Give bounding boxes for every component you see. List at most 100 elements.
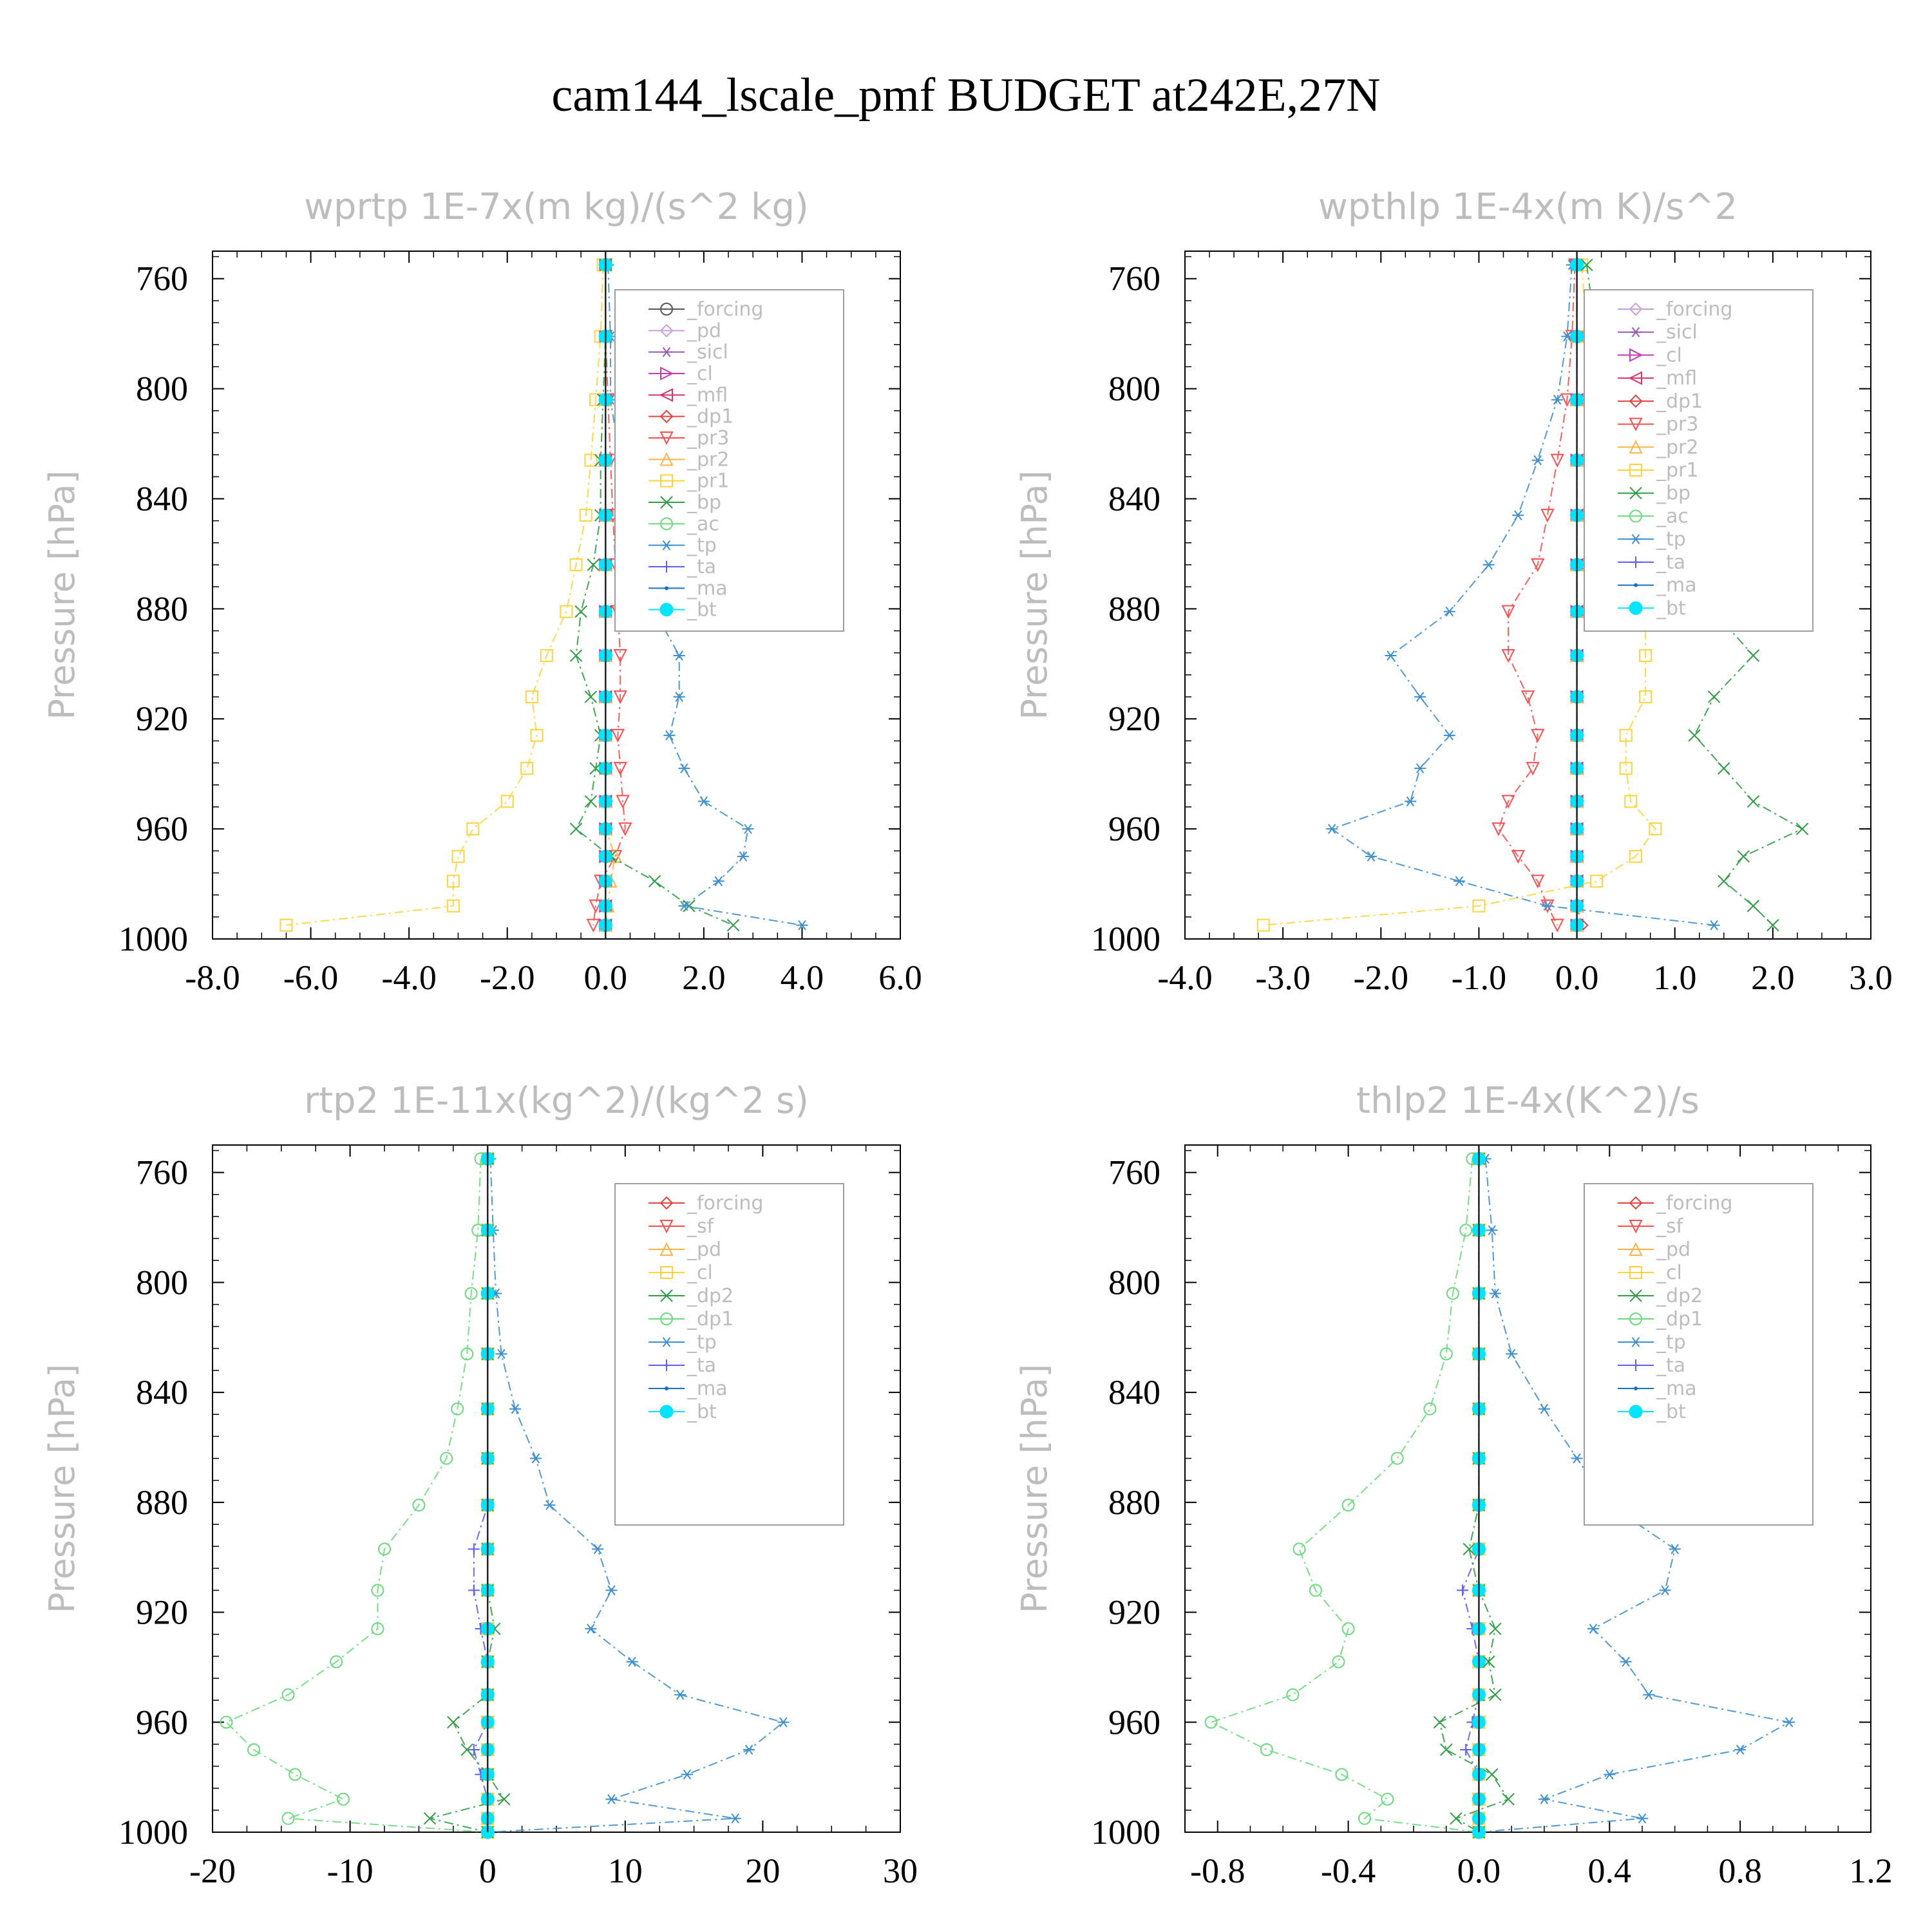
data-point [1511, 849, 1525, 864]
data-point [495, 1349, 507, 1359]
data-point [1286, 1688, 1300, 1701]
data-point [729, 1813, 741, 1824]
legend-label: _forcing [1656, 1192, 1732, 1215]
y-tick-label: 960 [136, 1703, 188, 1741]
x-tick-label: 4.0 [781, 958, 824, 997]
y-axis-label: Pressure [hPa] [42, 470, 82, 719]
data-point [468, 1584, 480, 1596]
series-dp2 [1433, 1152, 1515, 1839]
y-tick-label: 880 [136, 589, 188, 628]
data-point [674, 1689, 687, 1700]
data-point [584, 690, 598, 703]
x-tick-label: -1.0 [1452, 958, 1506, 997]
legend-label: _cl [687, 363, 713, 385]
legend-marker [659, 603, 674, 617]
data-point [1550, 918, 1564, 933]
data-point [451, 849, 465, 863]
legend-marker [660, 1266, 673, 1279]
data-point [613, 649, 627, 663]
data-point [1204, 1716, 1218, 1729]
data-point [1551, 394, 1564, 405]
data-point [1538, 1403, 1550, 1414]
data-point [1501, 649, 1515, 663]
y-tick-label: 920 [1108, 1593, 1160, 1632]
legend-marker [1630, 1359, 1642, 1371]
data-point [611, 728, 625, 743]
data-point [697, 796, 710, 807]
legend-label: _pd [687, 1238, 721, 1261]
data-point [1636, 1813, 1648, 1824]
data-point [220, 1716, 233, 1729]
legend-box [614, 289, 844, 632]
plot-frame [1184, 1144, 1871, 1833]
x-tick-label: 0 [479, 1852, 497, 1890]
data-point [605, 1794, 618, 1804]
series-pr3 [1492, 258, 1582, 933]
legend-label: _pr1 [687, 470, 729, 493]
data-point [1443, 730, 1455, 741]
y-axis-label: Pressure [hPa] [42, 1364, 82, 1613]
data-point [1639, 649, 1653, 662]
y-tick-label: 960 [1108, 810, 1160, 848]
data-point [468, 1743, 480, 1756]
data-point [1526, 762, 1540, 776]
legend-label: _pr2 [687, 448, 729, 471]
data-point [1766, 918, 1779, 932]
data-point [613, 690, 627, 705]
legend-marker [1629, 440, 1643, 454]
data-point [468, 1543, 480, 1555]
series-line [225, 1159, 488, 1833]
legend-marker [1629, 509, 1642, 523]
data-point [1486, 1768, 1499, 1781]
data-point [777, 1717, 790, 1728]
data-point [1460, 1743, 1472, 1756]
data-point [1260, 1743, 1273, 1756]
data-point [1531, 558, 1545, 573]
data-point [1489, 1288, 1501, 1299]
data-point [1335, 1768, 1349, 1781]
data-point [1326, 824, 1338, 834]
data-point [1512, 510, 1524, 520]
legend-label: _dp2 [1656, 1285, 1703, 1307]
legend-marker [1630, 1337, 1642, 1347]
data-point [1531, 875, 1545, 889]
legend: _forcing_sf_pd_cl_dp2_dp1_tp_ta_ma_bt [1584, 1183, 1814, 1526]
y-axis-label: Pressure [hPa] [1014, 1364, 1055, 1613]
data-point [378, 1542, 391, 1556]
legend-marker [1634, 1387, 1638, 1390]
data-point [1587, 1624, 1599, 1634]
data-point [1332, 1655, 1345, 1669]
data-point [712, 876, 724, 887]
data-point [742, 824, 754, 834]
y-tick-label: 920 [136, 699, 188, 738]
data-point [446, 875, 460, 888]
y-axis-label: Pressure [hPa] [1014, 470, 1055, 719]
x-tick-label: -0.4 [1321, 1852, 1376, 1890]
data-point [1707, 690, 1721, 703]
legend-label: _dp1 [687, 406, 734, 428]
data-point [1708, 920, 1720, 931]
x-tick-label: -4.0 [381, 958, 436, 997]
series-line [1331, 265, 1714, 926]
data-point [330, 1655, 343, 1669]
data-point [1580, 258, 1593, 272]
legend: _forcing_sf_pd_cl_dp2_dp1_tp_ta_ma_bt [614, 1183, 844, 1526]
data-point [1440, 1743, 1453, 1756]
data-point [737, 851, 749, 862]
legend-marker [661, 1359, 672, 1371]
data-point [589, 899, 603, 913]
y-tick-label: 1000 [118, 1813, 188, 1852]
data-point [1459, 1224, 1473, 1237]
legend-label: _bt [1656, 597, 1686, 620]
data-point [605, 1585, 618, 1596]
series-line [286, 265, 604, 926]
legend-label: _cl [1656, 1262, 1682, 1284]
data-point [1538, 1794, 1550, 1804]
data-point [586, 918, 600, 933]
legend-label: _ta [1656, 551, 1685, 574]
x-tick-label: -10 [327, 1852, 374, 1890]
data-point [500, 795, 514, 808]
data-point [371, 1584, 384, 1597]
data-point [1718, 762, 1730, 775]
data-point [447, 1716, 460, 1728]
